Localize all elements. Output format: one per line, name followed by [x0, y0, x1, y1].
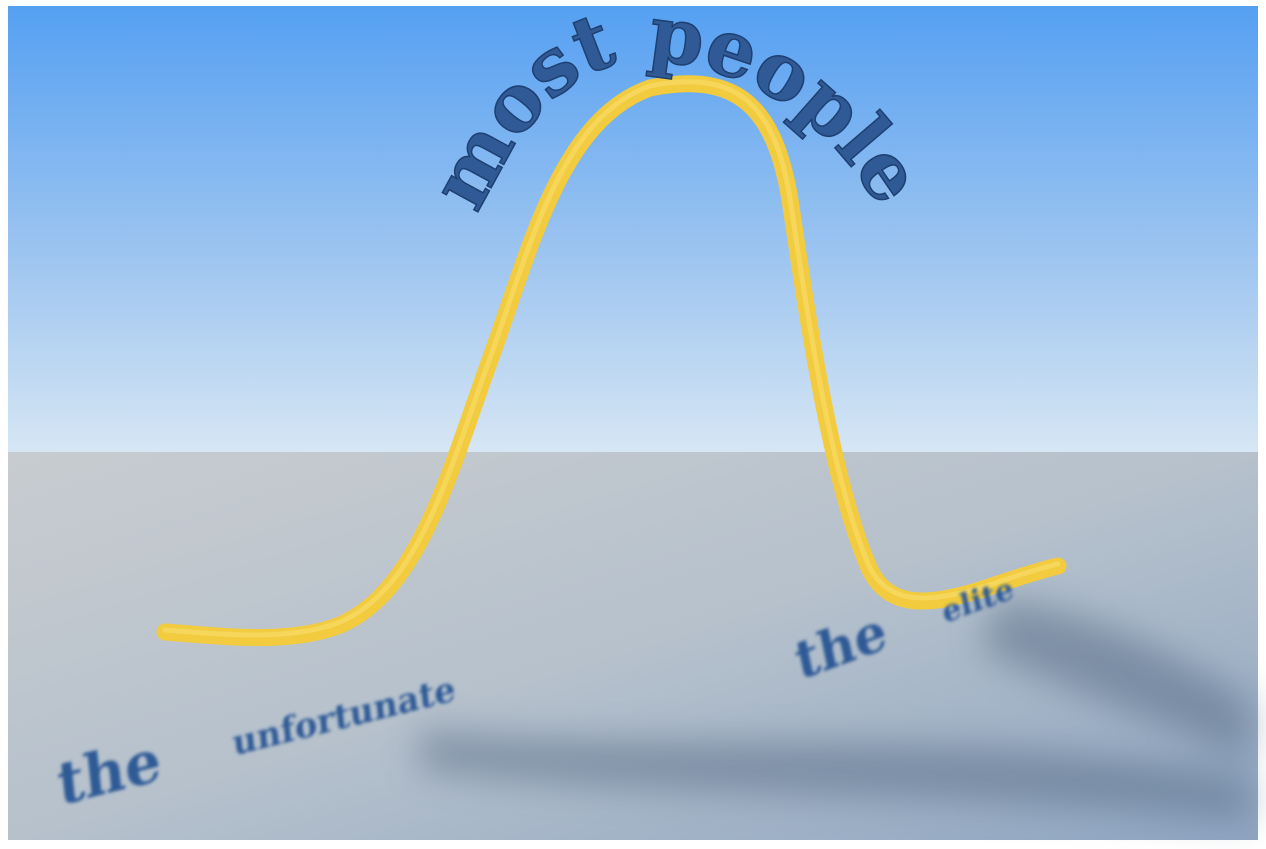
illustration: most people the unfortunate the elite	[0, 0, 1266, 849]
